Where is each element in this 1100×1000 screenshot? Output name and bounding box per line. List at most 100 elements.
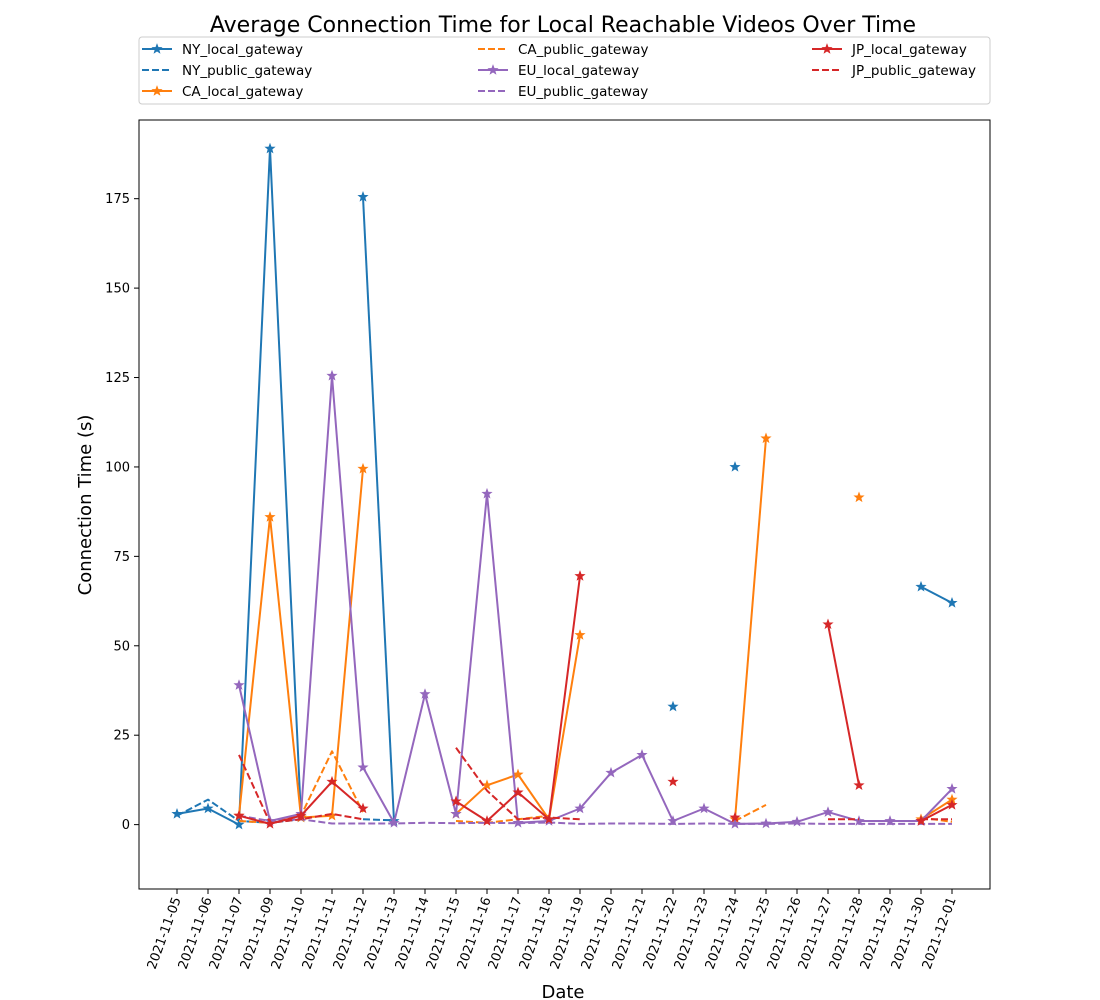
data-point-eu-local-gateway bbox=[512, 816, 524, 828]
data-point-jp-local-gateway bbox=[853, 779, 865, 791]
data-point-jp-local-gateway bbox=[357, 802, 369, 814]
legend-label: JP_local_gateway bbox=[851, 42, 967, 58]
data-point-jp-local-gateway bbox=[574, 570, 586, 581]
data-point-jp-local-gateway bbox=[946, 799, 958, 810]
legend-box bbox=[138, 36, 991, 105]
data-point-jp-local-gateway bbox=[233, 809, 245, 821]
series-line-ny-public-gateway bbox=[362, 818, 395, 822]
y-axis: 0 25 50 75 100 125 150 175 bbox=[105, 192, 139, 833]
data-point-jp-local-gateway bbox=[512, 786, 524, 798]
data-point-ca-local-gateway bbox=[574, 629, 586, 640]
legend-label: NY_public_gateway bbox=[182, 63, 312, 79]
chart-title: Average Connection Time for Local Reacha… bbox=[210, 13, 916, 38]
legend-label: JP_public_gateway bbox=[851, 63, 976, 79]
data-point-ny-local-gateway bbox=[357, 191, 369, 202]
data-point-ny-local-gateway bbox=[233, 818, 245, 830]
series-line-jp-public-gateway bbox=[455, 747, 581, 821]
legend-item-jp-public-gateway: JP_public_gateway bbox=[812, 63, 976, 79]
legend-item-jp-local-gateway: JP_local_gateway bbox=[812, 42, 967, 58]
legend-label: CA_public_gateway bbox=[518, 42, 649, 58]
y-tick-label: 25 bbox=[113, 729, 130, 744]
legend-label: EU_public_gateway bbox=[518, 84, 648, 100]
series-eu-public-gateway bbox=[238, 814, 952, 825]
legend-item-ca-local-gateway: CA_local_gateway bbox=[142, 84, 303, 100]
series-jp-local-gateway bbox=[233, 570, 958, 829]
data-point-ca-local-gateway bbox=[264, 511, 276, 522]
data-point-eu-local-gateway bbox=[326, 369, 338, 381]
legend-item-eu-local-gateway: EU_local_gateway bbox=[478, 63, 639, 79]
data-point-ny-local-gateway bbox=[915, 580, 927, 592]
data-point-eu-local-gateway bbox=[388, 816, 400, 828]
legend-label: NY_local_gateway bbox=[182, 42, 303, 58]
data-point-jp-local-gateway bbox=[450, 795, 462, 807]
series-eu-local-gateway bbox=[233, 369, 958, 829]
series-line-ca-local-gateway bbox=[734, 438, 767, 820]
data-point-ca-local-gateway bbox=[481, 779, 493, 791]
series-line-jp-local-gateway bbox=[827, 624, 860, 786]
legend-label: CA_local_gateway bbox=[182, 84, 303, 100]
y-tick-label: 125 bbox=[105, 371, 130, 386]
y-tick-label: 50 bbox=[113, 639, 130, 654]
series-line-ca-public-gateway bbox=[455, 814, 550, 824]
legend-marker bbox=[487, 64, 499, 75]
data-point-eu-local-gateway bbox=[481, 487, 493, 499]
data-point-eu-local-gateway bbox=[760, 817, 772, 829]
series-ca-local-gateway bbox=[233, 432, 958, 824]
y-tick-label: 75 bbox=[113, 550, 130, 565]
series-line-ny-local-gateway bbox=[176, 147, 302, 826]
legend-label: EU_local_gateway bbox=[518, 63, 639, 79]
series-ca-public-gateway bbox=[238, 750, 953, 824]
data-point-eu-local-gateway bbox=[946, 782, 958, 794]
legend-marker bbox=[821, 43, 833, 54]
data-point-jp-local-gateway bbox=[822, 618, 834, 630]
data-point-ca-local-gateway bbox=[357, 462, 369, 474]
data-point-eu-local-gateway bbox=[357, 761, 369, 773]
data-point-ny-local-gateway bbox=[171, 808, 183, 819]
data-point-eu-local-gateway bbox=[698, 802, 710, 814]
legend-item-ca-public-gateway: CA_public_gateway bbox=[478, 42, 649, 58]
y-axis-title: Connection Time (s) bbox=[75, 415, 96, 596]
data-point-eu-local-gateway bbox=[636, 749, 648, 760]
series-line-ny-local-gateway bbox=[362, 196, 395, 822]
data-point-jp-local-gateway bbox=[295, 809, 307, 821]
data-point-eu-local-gateway bbox=[822, 806, 834, 817]
data-point-ny-local-gateway bbox=[729, 461, 741, 472]
data-point-ny-local-gateway bbox=[667, 700, 679, 712]
data-point-ny-local-gateway bbox=[264, 142, 276, 154]
series-jp-public-gateway bbox=[238, 747, 952, 824]
legend-item-ny-local-gateway: NY_local_gateway bbox=[142, 42, 303, 58]
legend: NY_local_gateway NY_public_gateway CA_loca… bbox=[138, 36, 991, 105]
data-point-ny-local-gateway bbox=[202, 802, 214, 814]
x-axis: 2021-11-052021-11-062021-11-072021-11-09… bbox=[145, 889, 960, 971]
plot-area bbox=[138, 119, 991, 890]
series-line-ca-public-gateway bbox=[734, 804, 767, 822]
data-point-jp-local-gateway bbox=[667, 775, 679, 787]
series-layer bbox=[171, 142, 958, 830]
series-line-eu-local-gateway bbox=[238, 374, 953, 825]
data-point-eu-local-gateway bbox=[419, 688, 431, 699]
series-line-eu-public-gateway bbox=[238, 814, 952, 825]
y-tick-label: 175 bbox=[105, 192, 130, 207]
data-point-ca-local-gateway bbox=[760, 432, 772, 444]
legend-marker bbox=[151, 85, 163, 96]
data-point-ny-local-gateway bbox=[946, 597, 958, 608]
series-line-ny-local-gateway bbox=[920, 585, 953, 604]
data-point-jp-local-gateway bbox=[326, 775, 338, 787]
data-point-ca-local-gateway bbox=[853, 491, 865, 503]
legend-item-eu-public-gateway: EU_public_gateway bbox=[478, 84, 648, 100]
data-point-jp-local-gateway bbox=[729, 811, 741, 823]
y-tick-label: 100 bbox=[105, 460, 130, 475]
data-point-ca-local-gateway bbox=[512, 768, 524, 780]
data-point-eu-local-gateway bbox=[605, 766, 617, 778]
legend-marker bbox=[151, 43, 163, 54]
y-tick-label: 0 bbox=[122, 818, 130, 833]
data-point-eu-local-gateway bbox=[574, 802, 586, 814]
data-point-eu-local-gateway bbox=[233, 679, 245, 690]
series-ny-local-gateway bbox=[171, 142, 958, 830]
y-tick-label: 150 bbox=[105, 282, 130, 297]
x-axis-title: Date bbox=[541, 982, 584, 1000]
legend-item-ny-public-gateway: NY_public_gateway bbox=[142, 63, 312, 79]
data-point-eu-local-gateway bbox=[450, 808, 462, 819]
data-point-eu-local-gateway bbox=[791, 815, 803, 827]
